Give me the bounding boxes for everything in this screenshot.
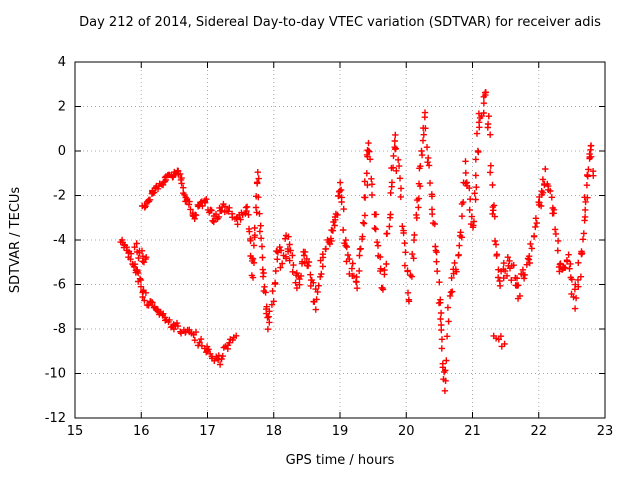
grid-lines [75,62,605,418]
x-tick-label: 19 [332,424,349,439]
y-axis-label: SDTVAR / TECUs [8,187,23,294]
y-tick-label: -12 [45,411,66,426]
y-tick-label: 2 [58,100,66,115]
y-tick-label: -2 [53,189,66,204]
x-tick-label: 16 [133,424,150,439]
x-tick-label: 20 [398,424,415,439]
y-tick-label: -8 [53,322,66,337]
data-points-series [117,89,597,394]
y-tick-labels: -12 -10 -8 -6 -4 -2 0 2 4 [45,55,66,426]
plot-border [74,61,606,419]
x-tick-label: 15 [67,424,84,439]
x-tick-label: 21 [464,424,481,439]
x-axis-label: GPS time / hours [286,453,395,468]
x-tick-label: 17 [199,424,216,439]
x-tick-labels: 15 16 17 18 19 20 21 22 23 [67,424,614,439]
chart-title: Day 212 of 2014, Sidereal Day-to-day VTE… [79,15,601,30]
y-tick-label: 0 [58,144,66,159]
x-tick-label: 22 [530,424,547,439]
y-tick-label: -4 [53,233,66,248]
y-tick-label: -10 [45,367,66,382]
x-tick-label: 23 [597,424,614,439]
y-tick-label: 4 [58,55,66,70]
y-tick-label: -6 [53,278,66,293]
x-tick-label: 18 [265,424,282,439]
